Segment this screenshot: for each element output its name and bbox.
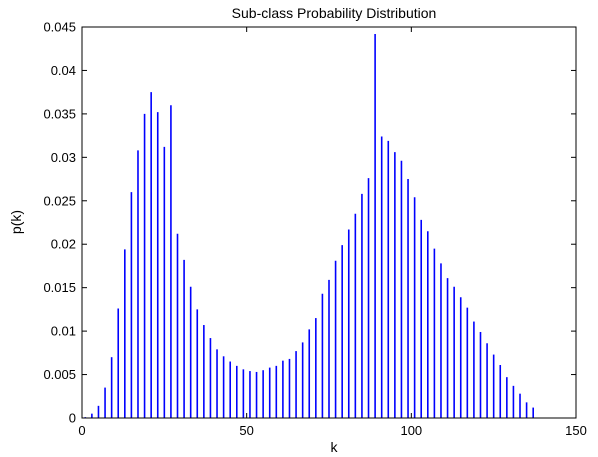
y-tick-label: 0.015 [43, 280, 76, 295]
y-tick-label: 0.03 [51, 150, 76, 165]
y-tick-label: 0.04 [51, 63, 76, 78]
plot-frame [81, 26, 577, 419]
y-axis-label: p(k) [8, 210, 24, 234]
x-ticks: 0 50 100 150 [78, 27, 587, 438]
y-tick-label: 0.02 [51, 237, 76, 252]
x-axis-label: k [331, 439, 339, 455]
bars-group [84, 33, 534, 418]
x-tick-label: 50 [239, 423, 253, 438]
x-tick-label: 0 [78, 423, 85, 438]
y-tick-label: 0.045 [43, 20, 76, 35]
x-tick-label: 150 [565, 423, 587, 438]
y-tick-label: 0.035 [43, 106, 76, 121]
y-tick-label: 0 [69, 411, 76, 426]
x-tick-label: 100 [400, 423, 422, 438]
y-tick-label: 0.025 [43, 193, 76, 208]
y-tick-label: 0.005 [43, 367, 76, 382]
y-tick-label: 0.01 [51, 324, 76, 339]
chart-title: Sub-class Probability Distribution [232, 5, 437, 21]
y-ticks: 0 0.005 0.01 0.015 0.02 0.025 0.03 0.035 0.04 0.0… [43, 20, 576, 426]
